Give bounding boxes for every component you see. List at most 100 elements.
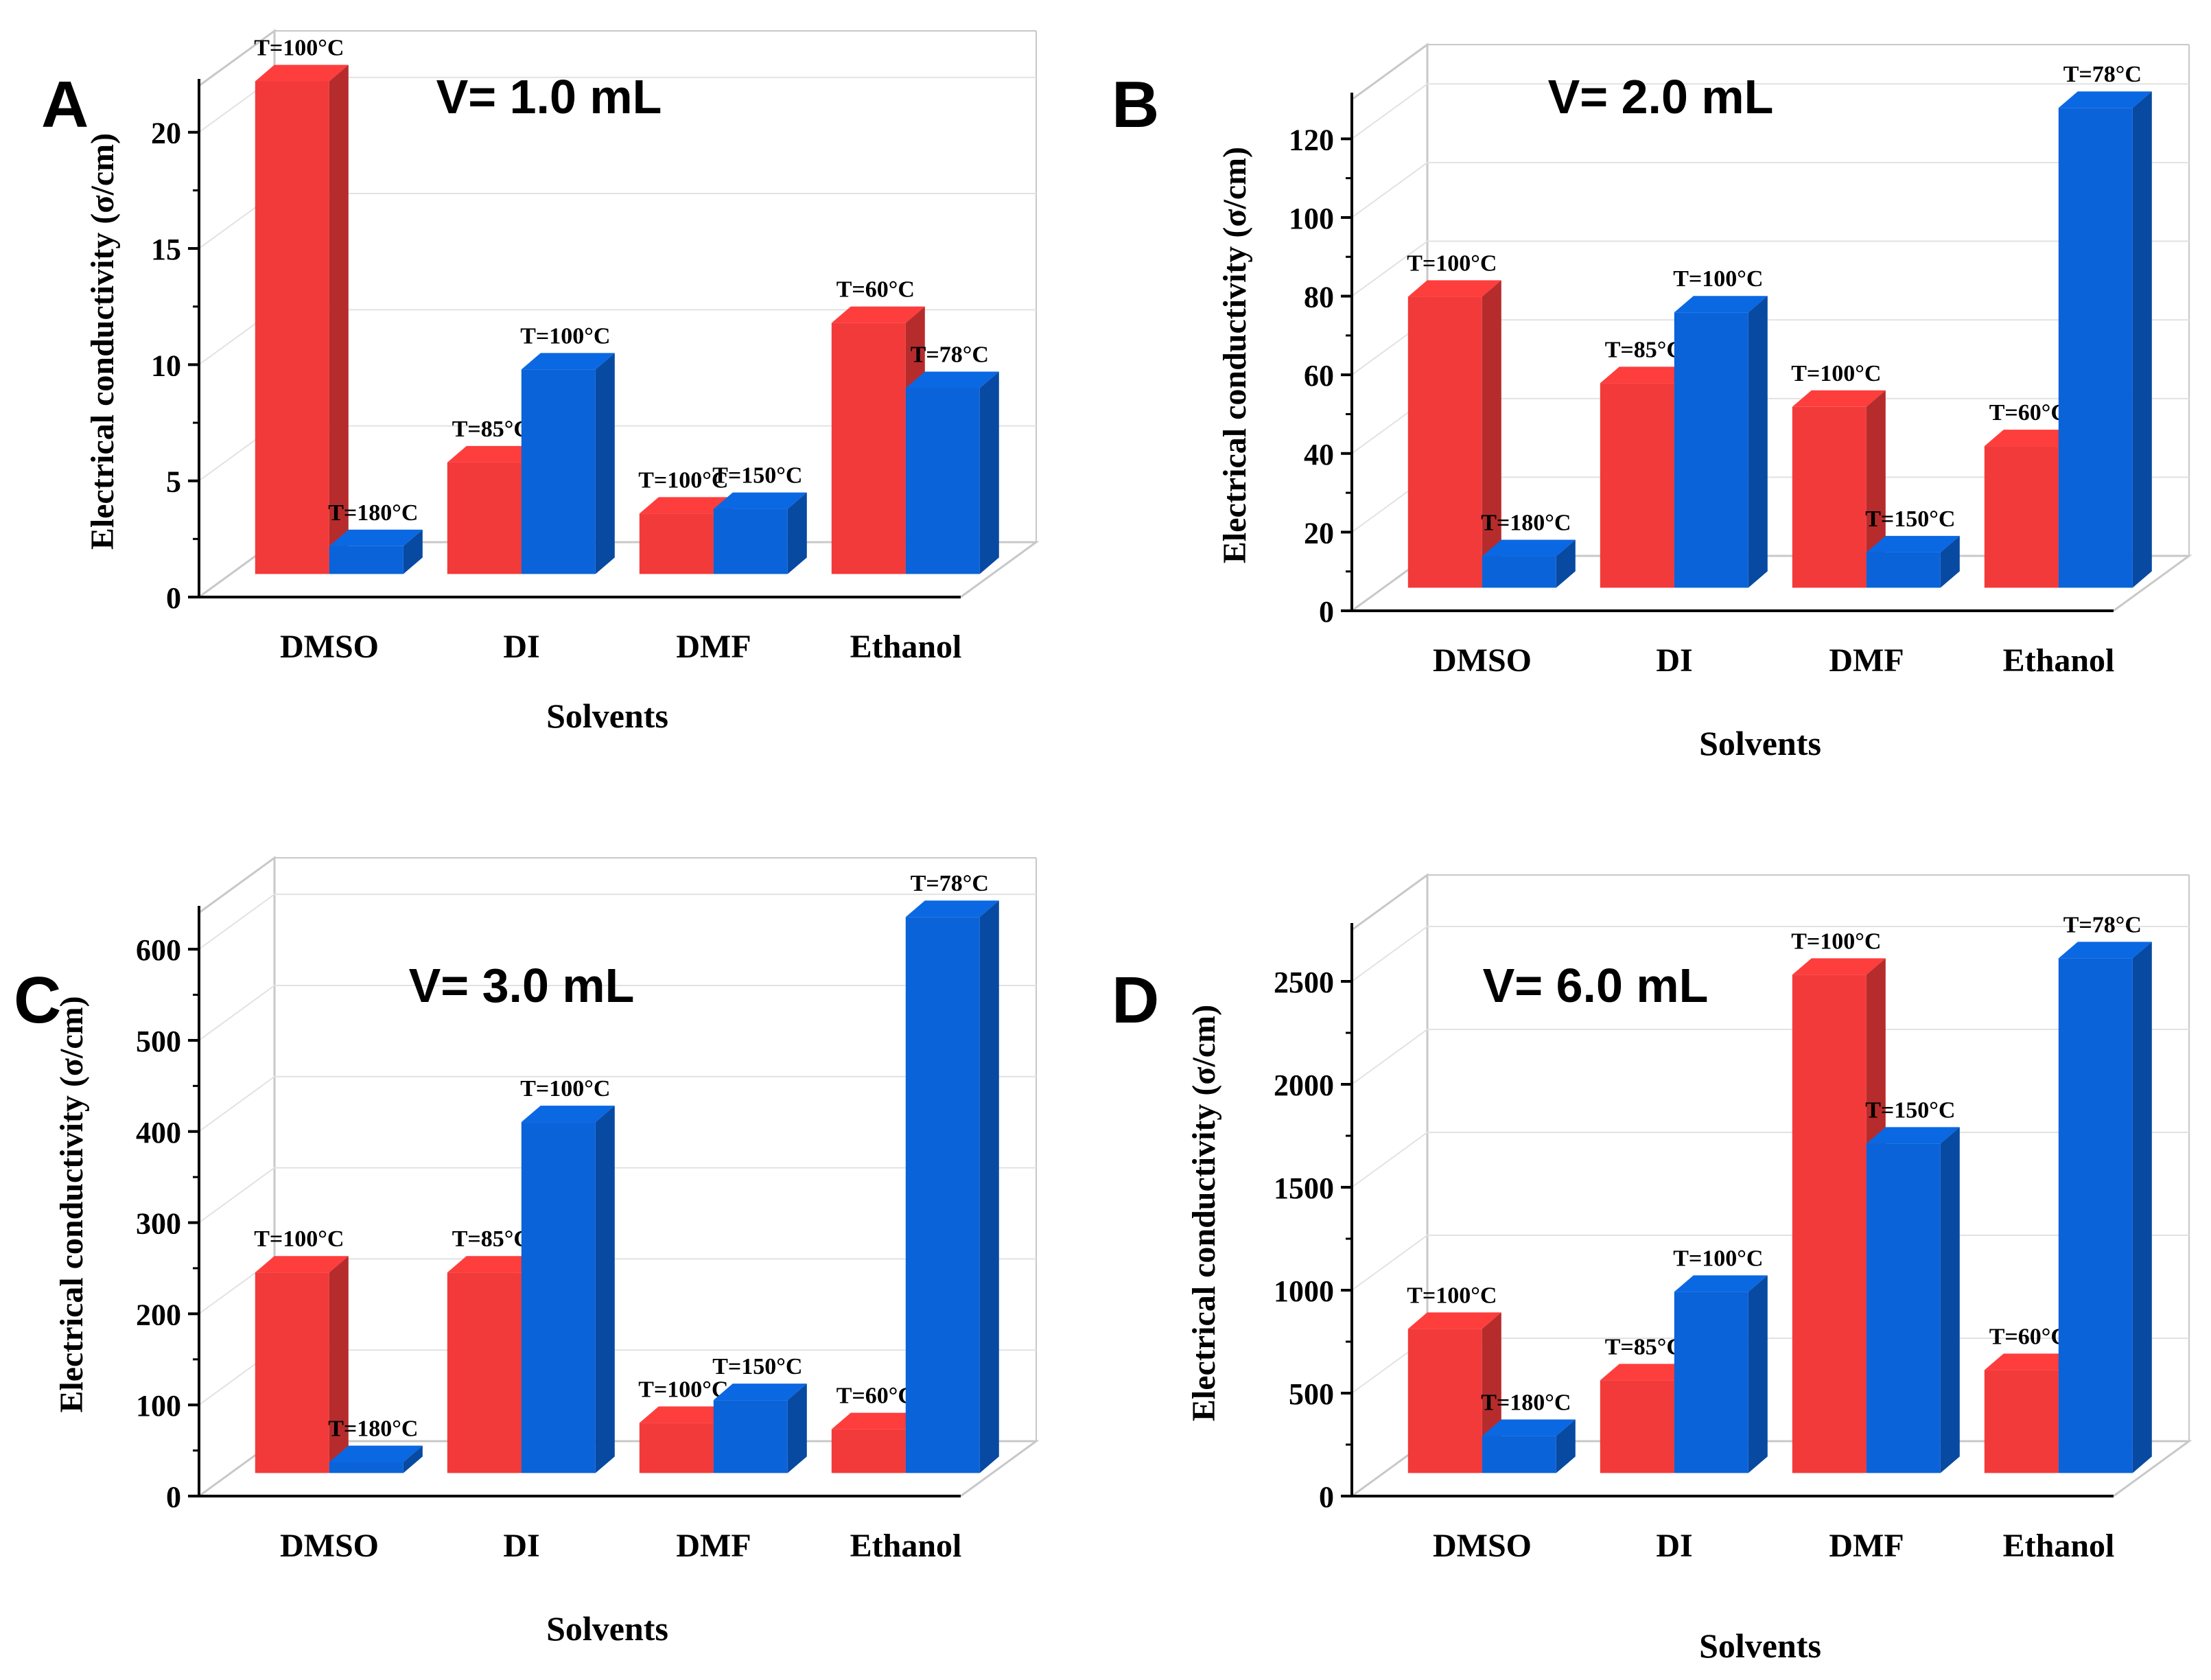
bar-ethanol-red-label: T=60°C [837, 1384, 915, 1409]
bar-dmso-red-front [255, 81, 329, 574]
gridline [1351, 1029, 2189, 1085]
bar-dmso-red-front [255, 1272, 329, 1473]
bar-di-blue-label: T=100°C [520, 1076, 610, 1101]
bar-dmf-red-front [639, 513, 714, 574]
bar-di-red-front [447, 462, 522, 574]
bar-ethanol-blue-label: T=78°C [911, 342, 989, 367]
bar-dmso-blue-front [329, 1462, 403, 1473]
y-tick-label: 10 [151, 349, 181, 382]
panel-volume-title: V= 2.0 mL [1548, 70, 1774, 124]
y-tick-label: 40 [1304, 438, 1334, 471]
chart-panel-a: 0 5 10 15 20 T=100°C T=180°C DMSO T=85°C T=100°C D… [41, 29, 1040, 735]
bar-ethanol-blue-label: T=78°C [911, 871, 989, 896]
bar-ethanol-blue-side [2132, 91, 2152, 588]
bar-ethanol-blue-side [979, 371, 999, 574]
bar-ethanol-red-label: T=60°C [837, 277, 915, 303]
bar-di-blue-label: T=100°C [1673, 1246, 1763, 1271]
bar-dmso-red-top [1407, 280, 1501, 297]
bar-dmso-blue-side [403, 1445, 423, 1473]
y-tick-label: 2500 [1274, 966, 1334, 999]
bar-dmf-red-label: T=100°C [1791, 929, 1881, 954]
chart-panel-c: 0 100 200 300 400 500 600 T=100°C T=180°C DMSO T=8… [14, 856, 1040, 1648]
bar-ethanol-red-top [1984, 1353, 2078, 1370]
y-tick-label: 100 [136, 1389, 181, 1423]
bar-dmf-blue-side [787, 492, 807, 574]
gridline [198, 984, 1036, 1041]
gridline [198, 1167, 1036, 1224]
bar-ethanol-red-label: T=60°C [1989, 400, 2068, 425]
bar-dmso-blue-top [329, 1445, 423, 1462]
bar-dmso-blue-top [1482, 539, 1576, 557]
bar-dmf-red-front [639, 1423, 714, 1473]
bar-dmso-blue-label: T=180°C [1481, 511, 1571, 536]
bar-dmf-red-label: T=100°C [638, 467, 728, 493]
bar-dmf-red-top [639, 497, 733, 514]
bar-di-blue-label: T=100°C [520, 323, 610, 349]
bar-di-blue-side [595, 1106, 615, 1473]
bar-ethanol-red-top [831, 1412, 925, 1430]
bar-di-blue-top [521, 353, 615, 370]
y-tick-label: 500 [136, 1025, 181, 1058]
bar-dmso-red-label: T=100°C [1407, 250, 1497, 276]
bar-dmso-red-front [1407, 296, 1482, 588]
bar-dmso-blue-front [329, 546, 403, 574]
bar-ethanol-blue-front [905, 917, 980, 1473]
bar-dmf-blue-label: T=150°C [712, 1354, 802, 1379]
x-axis-title: Solvents [546, 697, 668, 735]
x-tick-label: DI [503, 1528, 539, 1564]
x-tick-label: DMF [676, 1528, 751, 1564]
x-tick-label: DMSO [280, 629, 379, 665]
x-tick-label: DMSO [1433, 1528, 1532, 1564]
bar-dmf-blue-front [1866, 1143, 1941, 1473]
gridline [198, 894, 1036, 950]
bar-ethanol-blue-side [979, 900, 999, 1473]
x-axis-title: Solvents [1699, 724, 1821, 762]
y-tick-label: 100 [1289, 202, 1334, 235]
bar-ethanol-red-top [1984, 430, 2078, 447]
bar-di-red-front [447, 1272, 522, 1473]
bar-dmso-red-top [255, 65, 349, 82]
y-tick-label: 20 [1304, 516, 1334, 550]
bar-dmso-blue-side [1556, 539, 1576, 588]
y-tick-label: 15 [151, 233, 181, 266]
bar-dmf-blue-top [713, 492, 807, 509]
bar-di-blue-side [1748, 296, 1768, 588]
y-tick-label: 1000 [1274, 1274, 1334, 1308]
bar-ethanol-blue-front [2058, 958, 2133, 1473]
y-tick-label: 5 [166, 465, 181, 499]
y-tick-label: 300 [136, 1207, 181, 1241]
y-tick-label: 0 [166, 1480, 181, 1514]
bar-ethanol-red-label: T=60°C [1989, 1324, 2068, 1349]
bar-dmso-blue-front [1482, 556, 1556, 588]
bar-dmf-red-top [1792, 958, 1886, 975]
bar-di-blue-label: T=100°C [1673, 266, 1763, 292]
bar-ethanol-blue-top [2058, 942, 2152, 959]
gridline [1351, 161, 2189, 218]
bar-di-blue-top [1674, 1275, 1768, 1292]
bar-dmso-red-top [255, 1256, 349, 1273]
panel-volume-title: V= 1.0 mL [436, 70, 662, 124]
y-tick-label: 120 [1289, 123, 1334, 156]
bar-di-red-top [447, 1256, 541, 1273]
gridline [1351, 83, 2189, 140]
bar-dmf-red-front [1792, 975, 1867, 1473]
bar-ethanol-blue-label: T=78°C [2063, 62, 2142, 87]
x-tick-label: DI [503, 629, 539, 665]
y-tick-label: 200 [136, 1298, 181, 1331]
bar-ethanol-blue-top [905, 900, 999, 918]
bar-dmf-blue-top [1866, 1127, 1960, 1144]
x-tick-label: DMF [676, 629, 751, 665]
bar-dmf-red-front [1792, 406, 1867, 588]
bar-ethanol-blue-front [905, 388, 980, 574]
bar-ethanol-blue-label: T=78°C [2063, 912, 2142, 937]
bar-dmso-red-label: T=100°C [254, 35, 344, 60]
bar-dmso-blue-label: T=180°C [1481, 1390, 1571, 1415]
chart-panel-d: 0 500 1000 1500 2000 2500 T=100°C T=180°C DMSO T=… [1112, 873, 2192, 1665]
x-tick-label: DI [1656, 642, 1692, 679]
x-tick-label: Ethanol [2003, 1528, 2115, 1564]
y-axis-title: Electrical conductivity (σ/cm) [1217, 147, 1253, 563]
bar-dmf-blue-front [713, 509, 788, 574]
x-tick-label: Ethanol [850, 1528, 962, 1564]
bar-dmf-red-top [1792, 390, 1886, 407]
bar-dmf-blue-top [1866, 535, 1960, 552]
